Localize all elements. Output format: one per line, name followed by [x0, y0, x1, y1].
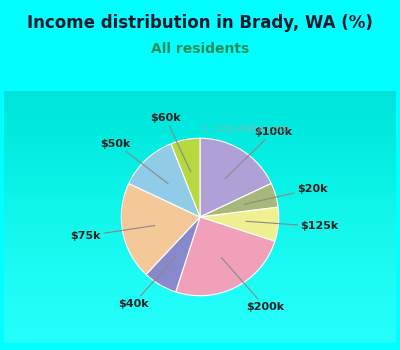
- Text: $20k: $20k: [244, 184, 327, 204]
- Text: $100k: $100k: [225, 127, 292, 178]
- Text: $200k: $200k: [222, 258, 284, 312]
- Wedge shape: [129, 144, 200, 217]
- Text: $40k: $40k: [118, 256, 176, 309]
- Wedge shape: [200, 183, 278, 217]
- Text: All residents: All residents: [151, 42, 249, 56]
- Text: $125k: $125k: [246, 221, 339, 231]
- Text: $60k: $60k: [150, 113, 191, 172]
- Wedge shape: [200, 207, 279, 241]
- Text: Income distribution in Brady, WA (%): Income distribution in Brady, WA (%): [27, 14, 373, 32]
- Wedge shape: [146, 217, 200, 292]
- Wedge shape: [171, 138, 200, 217]
- Wedge shape: [200, 138, 271, 217]
- Text: ⓘ  City-Data.com: ⓘ City-Data.com: [202, 124, 289, 134]
- Text: $75k: $75k: [70, 225, 155, 241]
- Text: $50k: $50k: [101, 139, 168, 184]
- Wedge shape: [121, 183, 200, 274]
- Wedge shape: [176, 217, 275, 296]
